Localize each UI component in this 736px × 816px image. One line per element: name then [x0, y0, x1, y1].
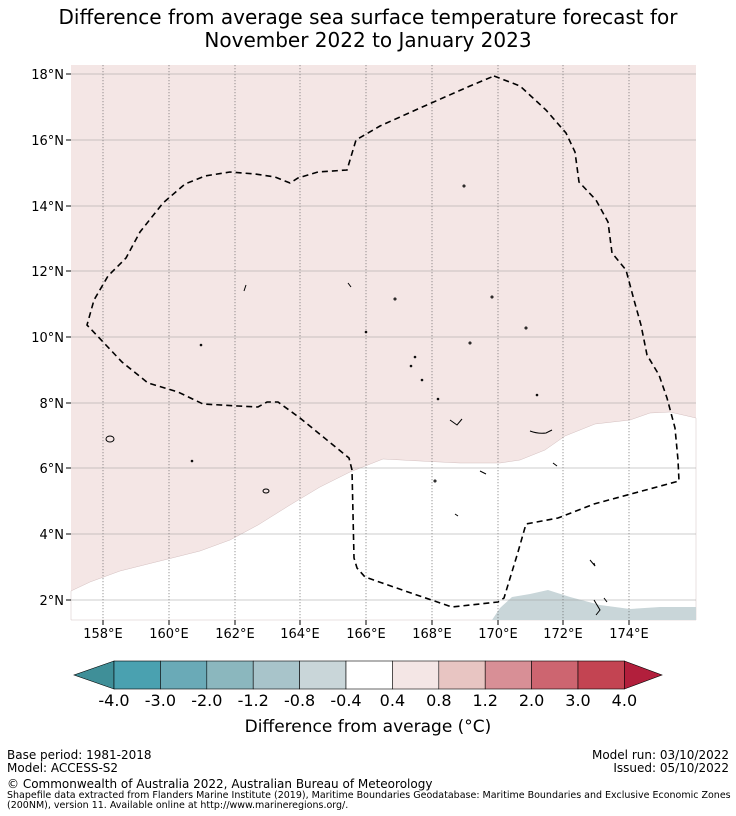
colorbar-tick-label: -1.2	[238, 691, 269, 710]
shapefile-credit-2: (200NM), version 11. Available online at…	[7, 800, 349, 811]
colorbar-segment	[577, 660, 625, 690]
lon-label: 172°E	[543, 627, 583, 642]
gridlines	[102, 65, 630, 620]
colorbar-tick-label: 0.8	[426, 691, 451, 710]
islands	[105, 184, 608, 616]
colorbar-tick-labels: -4.0 -3.0 -2.0 -1.2 -0.8 -0.4 0.4 0.8 1.2 2.0 3.0 4…	[98, 691, 637, 710]
colorbar-label: Difference from average (°C)	[244, 717, 492, 737]
lon-label: 166°E	[346, 627, 386, 642]
title-line-1: Difference from average sea surface temp…	[58, 5, 678, 29]
colorbar-segment	[438, 660, 486, 690]
lon-label: 174°E	[609, 627, 649, 642]
lat-label: 4°N	[40, 528, 65, 543]
lon-label: 170°E	[478, 627, 518, 642]
colorbar-tick-label: -0.8	[284, 691, 315, 710]
colorbar-segment	[252, 660, 300, 690]
colorbar-segment	[160, 660, 208, 690]
lon-label: 160°E	[149, 627, 189, 642]
lat-label: 2°N	[40, 594, 65, 609]
shapefile-credit-1: Shapefile data extracted from Flanders M…	[7, 790, 731, 801]
colorbar-tick-label: 1.2	[472, 691, 497, 710]
cool-anomaly-region	[492, 590, 696, 620]
colorbar-segment	[392, 660, 440, 690]
lat-label: 10°N	[31, 331, 64, 346]
colorbar-segments	[73, 660, 663, 690]
map-title: Difference from average sea surface temp…	[0, 6, 736, 52]
axis-ticks	[66, 73, 630, 625]
lat-label: 6°N	[40, 462, 65, 477]
lat-label: 8°N	[40, 397, 65, 412]
colorbar-arrow-high	[624, 660, 663, 690]
copyright: © Commonwealth of Australia 2022, Austra…	[7, 777, 433, 791]
colorbar-segment	[206, 660, 254, 690]
base-period: Base period: 1981-2018	[7, 748, 152, 762]
title-line-2: November 2022 to January 2023	[204, 28, 532, 52]
colorbar-segment	[484, 660, 532, 690]
lon-label: 162°E	[215, 627, 255, 642]
colorbar-tick-label: -3.0	[145, 691, 176, 710]
longitude-labels: 158°E 160°E 162°E 164°E 166°E 168°E 170°…	[83, 627, 649, 642]
sst-anomaly-map: 18°N 16°N 14°N 12°N 10°N 8°N 6°N 4°N 2°N…	[31, 65, 697, 642]
latitude-gridlines	[71, 73, 696, 601]
colorbar-arrow-low	[73, 660, 115, 690]
colorbar-segment	[299, 660, 347, 690]
colorbar-tick-label: 2.0	[519, 691, 544, 710]
colorbar-tick-label: 3.0	[565, 691, 590, 710]
eez-boundary-line	[86, 75, 680, 608]
issued-date: Issued: 05/10/2022	[613, 761, 729, 775]
lat-label: 18°N	[31, 68, 64, 83]
model-name: Model: ACCESS-S2	[7, 761, 119, 775]
colorbar-tick-label: -4.0	[98, 691, 129, 710]
colorbar-tick-label: -0.4	[330, 691, 361, 710]
model-run: Model run: 03/10/2022	[591, 748, 729, 762]
lat-label: 16°N	[31, 134, 64, 149]
colorbar-segment	[113, 660, 161, 690]
lon-label: 158°E	[83, 627, 123, 642]
colorbar-segment	[531, 660, 579, 690]
lon-label: 164°E	[280, 627, 320, 642]
latitude-labels: 18°N 16°N 14°N 12°N 10°N 8°N 6°N 4°N 2°N	[31, 68, 64, 609]
lon-label: 168°E	[412, 627, 452, 642]
colorbar-segment	[345, 660, 393, 690]
lat-label: 12°N	[31, 265, 64, 280]
colorbar-tick-label: 4.0	[612, 691, 637, 710]
lat-label: 14°N	[31, 200, 64, 215]
neutral-anomaly-region	[70, 411, 697, 621]
colorbar-tick-label: -2.0	[191, 691, 222, 710]
colorbar-tick-label: 0.4	[380, 691, 405, 710]
